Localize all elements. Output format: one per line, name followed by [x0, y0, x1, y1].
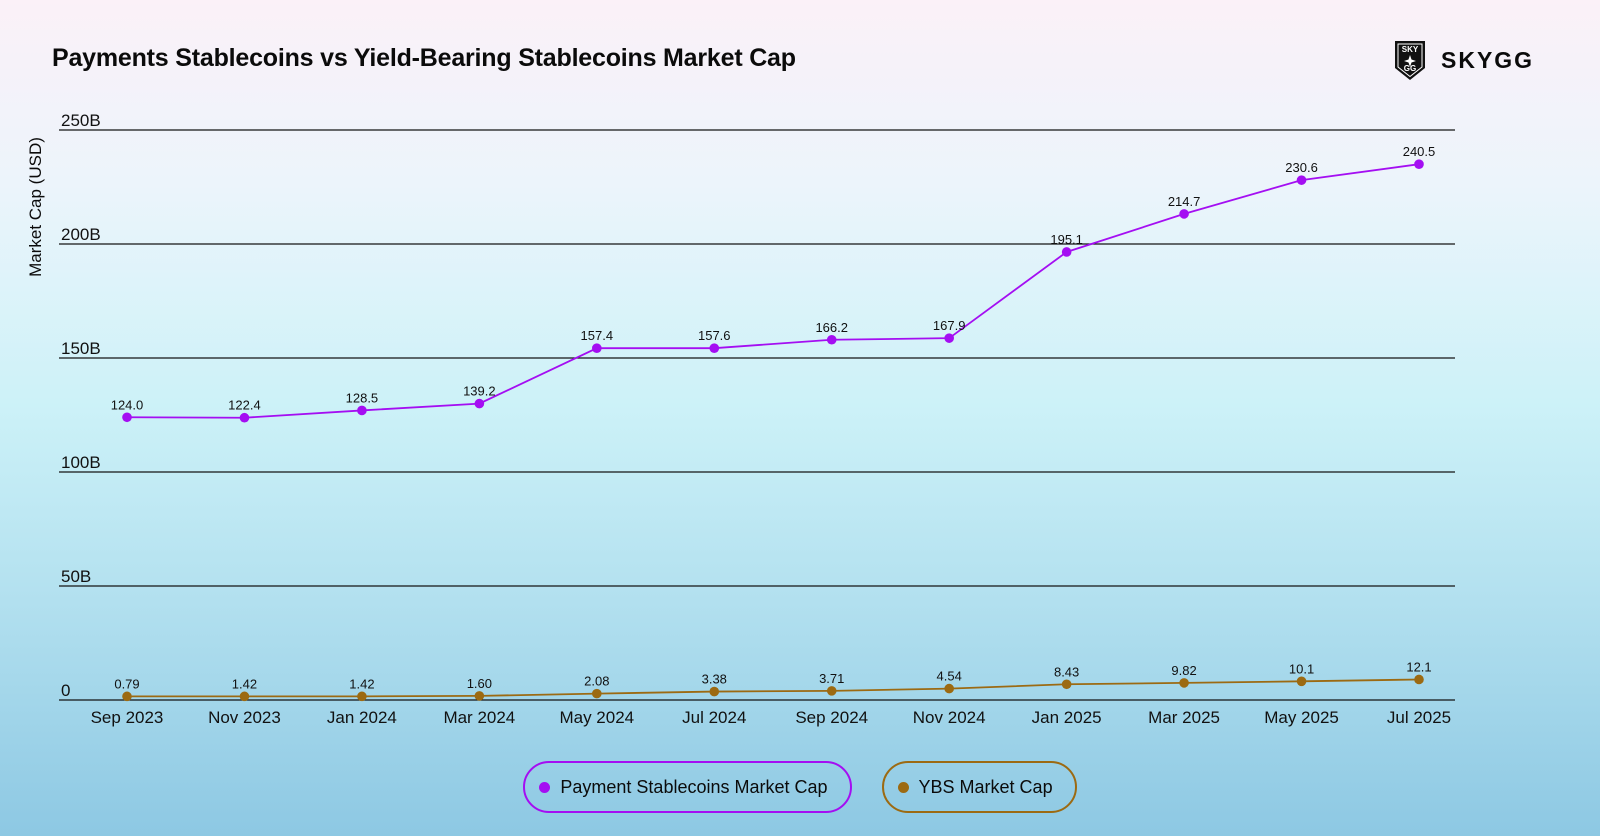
data-label-payment: 157.4 [581, 328, 614, 343]
data-label-ybs: 0.79 [114, 676, 139, 691]
series-line-ybs [127, 678, 1420, 698]
legend-item-ybs[interactable]: YBS Market Cap [881, 761, 1077, 813]
data-point-payment [474, 398, 485, 409]
data-point-payment [592, 343, 602, 353]
data-point-ybs [239, 691, 250, 702]
data-label-payment: 167.9 [933, 318, 966, 333]
x-tick-label: Nov 2023 [208, 708, 281, 727]
x-tick-label: Jan 2024 [327, 708, 397, 727]
data-label-ybs: 8.43 [1054, 664, 1079, 679]
series-ybs: 0.79 1.42 1.42 1.60 2.08 3.38 3.71 4.54 8.43 9.82… [114, 659, 1432, 702]
data-label-ybs: 1.42 [349, 676, 374, 691]
logo-badge-top: SKY [1402, 45, 1419, 54]
data-point-payment [826, 334, 837, 345]
data-label-payment: 214.7 [1168, 194, 1201, 209]
data-label-ybs: 2.08 [584, 674, 609, 689]
data-point-ybs [1414, 674, 1424, 685]
legend-marker-ybs [897, 781, 909, 793]
y-tick-label: 150B [61, 339, 101, 358]
x-tick-label: May 2025 [1264, 708, 1339, 727]
data-label-ybs: 4.54 [937, 669, 962, 684]
data-label-payment: 122.4 [228, 398, 261, 413]
data-point-payment [122, 412, 132, 423]
y-tick-label: 250B [61, 111, 101, 130]
skygg-logo: SKY GG SKYGG [1393, 38, 1534, 82]
data-point-payment [1061, 247, 1072, 257]
y-tick-label: 50B [61, 567, 91, 586]
y-tick-label: 200B [61, 225, 101, 244]
x-tick-labels: Sep 2023 Nov 2023 Jan 2024 Mar 2024 May 2024… [91, 708, 1452, 727]
data-label-payment: 124.0 [111, 397, 144, 412]
data-label-ybs: 10.1 [1289, 661, 1314, 676]
data-label-ybs: 1.42 [232, 676, 257, 691]
x-tick-label: Jan 2025 [1032, 708, 1102, 727]
legend-item-payment[interactable]: Payment Stablecoins Market Cap [523, 761, 852, 813]
data-point-ybs [1061, 679, 1072, 690]
x-tick-label: Mar 2025 [1148, 708, 1220, 727]
logo-text: SKYGG [1441, 46, 1535, 73]
series-payment: 124.0 122.4 128.5 139.2 157.4 157.6 166.2 167.9… [111, 144, 1436, 423]
x-tick-label: Nov 2024 [913, 708, 986, 727]
data-label-payment: 240.5 [1403, 144, 1436, 159]
data-point-payment [239, 412, 250, 423]
data-label-payment: 139.2 [463, 384, 496, 399]
data-point-payment [944, 333, 954, 343]
data-point-payment [709, 343, 720, 353]
data-point-ybs [826, 686, 837, 696]
y-tick-label: 0 [61, 681, 70, 700]
data-point-payment [1179, 209, 1189, 219]
data-label-payment: 195.1 [1050, 232, 1083, 247]
data-label-ybs: 9.82 [1171, 663, 1196, 678]
legend: Payment Stablecoins Market Cap YBS Marke… [0, 761, 1600, 813]
x-tick-label: Sep 2023 [91, 708, 164, 727]
data-label-payment: 230.6 [1285, 160, 1318, 175]
logo-badge-bottom: GG [1404, 64, 1416, 73]
x-tick-label: Jul 2024 [682, 708, 746, 727]
data-point-payment [1296, 175, 1307, 185]
data-point-ybs [474, 691, 485, 701]
data-point-payment [357, 405, 367, 416]
y-tick-label: 100B [61, 453, 101, 472]
legend-label-payment: Payment Stablecoins Market Cap [560, 776, 828, 797]
data-point-payment [1414, 159, 1424, 169]
shield-icon: SKY GG [1395, 41, 1425, 80]
data-point-ybs [357, 691, 367, 702]
legend-label-ybs: YBS Market Cap [918, 776, 1053, 797]
x-tick-label: May 2024 [559, 708, 634, 727]
legend-marker-payment [539, 781, 551, 793]
data-label-payment: 166.2 [815, 320, 848, 335]
data-point-ybs [592, 688, 602, 699]
data-label-ybs: 3.38 [702, 672, 727, 687]
x-tick-label: Mar 2024 [443, 708, 515, 727]
data-label-payment: 157.6 [698, 328, 731, 343]
data-label-payment: 128.5 [346, 390, 379, 405]
data-point-ybs [1296, 676, 1307, 687]
series-line-payment [126, 163, 1420, 419]
data-point-ybs [122, 691, 132, 702]
data-label-ybs: 1.60 [467, 676, 492, 691]
data-point-ybs [944, 683, 954, 694]
x-tick-label: Sep 2024 [795, 708, 868, 727]
data-label-ybs: 3.71 [819, 671, 844, 686]
y-tick-labels: 0 50B 100B 150B 200B 250B [61, 111, 101, 700]
data-point-ybs [709, 686, 720, 697]
chart-title: Payments Stablecoins vs Yield-Bearing St… [52, 44, 796, 72]
series: 124.0 122.4 128.5 139.2 157.4 157.6 166.2 167.9… [111, 144, 1436, 702]
gridlines [59, 129, 1455, 701]
data-point-ybs [1179, 678, 1189, 688]
x-tick-label: Jul 2025 [1387, 708, 1451, 727]
data-label-ybs: 12.1 [1406, 659, 1431, 674]
